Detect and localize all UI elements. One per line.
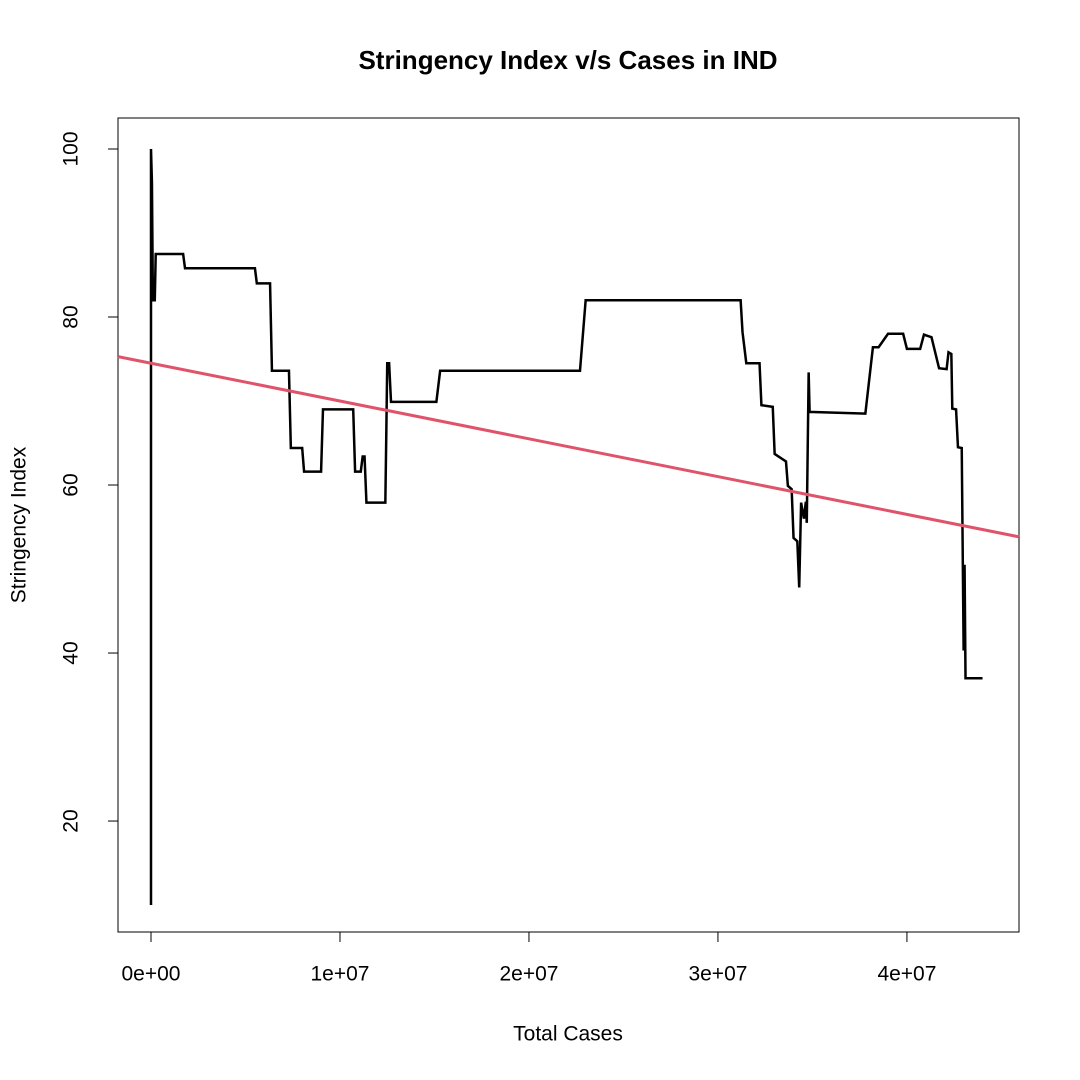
y-axis-label: Stringency Index xyxy=(8,446,31,603)
x-tick-label: 0e+00 xyxy=(122,963,181,986)
y-tick-label: 40 xyxy=(60,641,83,664)
x-tick-label: 4e+07 xyxy=(877,963,936,986)
x-tick-label: 2e+07 xyxy=(499,963,558,986)
y-tick-label: 80 xyxy=(60,305,83,328)
plot-frame xyxy=(117,117,1020,933)
data-line xyxy=(149,148,983,906)
y-tick-label: 100 xyxy=(60,131,83,166)
chart-title: Stringency Index v/s Cases in IND xyxy=(358,45,777,75)
regression-line xyxy=(117,355,1020,539)
x-axis-label: Total Cases xyxy=(513,1023,623,1046)
x-tick-label: 1e+07 xyxy=(310,963,369,986)
y-tick-label: 60 xyxy=(60,473,83,496)
x-tick-label: 3e+07 xyxy=(688,963,747,986)
y-tick-label: 20 xyxy=(60,809,83,832)
